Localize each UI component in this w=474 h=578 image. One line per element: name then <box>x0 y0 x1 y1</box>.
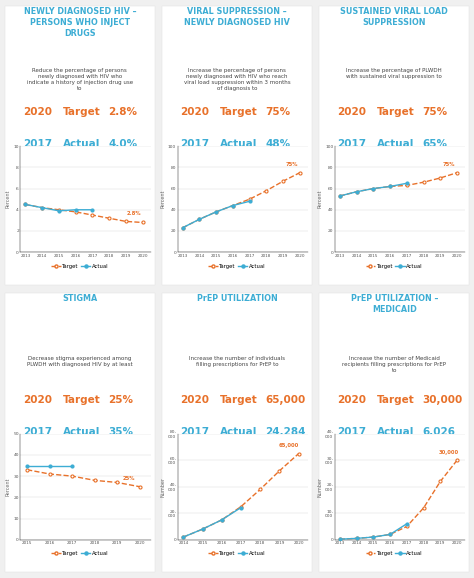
Text: 2020: 2020 <box>23 107 52 117</box>
Text: 2017: 2017 <box>180 427 209 437</box>
Text: Actual: Actual <box>63 427 100 437</box>
Text: 75%: 75% <box>285 162 298 168</box>
Legend: Target, Actual: Target, Actual <box>49 549 110 558</box>
Text: VIRAL SUPPRESSION –
NEWLY DIAGNOSED HIV: VIRAL SUPPRESSION – NEWLY DIAGNOSED HIV <box>184 7 290 27</box>
Text: 2020: 2020 <box>180 107 209 117</box>
Text: 65,000: 65,000 <box>279 443 299 449</box>
Text: 2017: 2017 <box>337 139 366 149</box>
Text: Increase the percentage of PLWDH
with sustained viral suppression to: Increase the percentage of PLWDH with su… <box>346 68 442 79</box>
Text: Reduce the percentage of persons
newly diagnosed with HIV who
indicate a history: Reduce the percentage of persons newly d… <box>27 68 133 91</box>
Text: Actual: Actual <box>377 427 414 437</box>
Text: 2020: 2020 <box>337 395 366 405</box>
Text: Target: Target <box>377 395 415 405</box>
Text: 2.8%: 2.8% <box>108 107 137 117</box>
Legend: Target, Actual: Target, Actual <box>364 261 425 271</box>
Legend: Target, Actual: Target, Actual <box>364 549 425 558</box>
Text: Actual: Actual <box>63 139 100 149</box>
Text: Increase the percentage of persons
newly diagnosed with HIV who reach
viral load: Increase the percentage of persons newly… <box>184 68 290 91</box>
Text: 25%: 25% <box>108 395 133 405</box>
Y-axis label: Percent: Percent <box>6 190 11 209</box>
Text: 75%: 75% <box>442 162 455 168</box>
Text: 75%: 75% <box>423 107 448 117</box>
Text: 30,000: 30,000 <box>438 450 459 455</box>
Text: Decrease stigma experienced among
PLWDH with diagnosed HIV by at least: Decrease stigma experienced among PLWDH … <box>27 355 133 366</box>
Y-axis label: Number: Number <box>318 477 322 497</box>
Text: 35%: 35% <box>108 427 133 437</box>
Text: STIGMA: STIGMA <box>62 294 98 303</box>
Text: 75%: 75% <box>265 107 291 117</box>
Text: 65,000: 65,000 <box>265 395 306 405</box>
Y-axis label: Number: Number <box>160 477 165 497</box>
Text: 2017: 2017 <box>337 427 366 437</box>
Text: 2020: 2020 <box>337 107 366 117</box>
Text: 2017: 2017 <box>23 139 52 149</box>
Text: Actual: Actual <box>220 139 257 149</box>
Legend: Target, Actual: Target, Actual <box>206 261 268 271</box>
Y-axis label: Percent: Percent <box>160 190 165 209</box>
Text: 2020: 2020 <box>23 395 52 405</box>
Text: 25%: 25% <box>122 476 135 481</box>
Text: 30,000: 30,000 <box>423 395 463 405</box>
Text: 4.0%: 4.0% <box>108 139 137 149</box>
Text: PrEP UTILIZATION: PrEP UTILIZATION <box>197 294 277 303</box>
Text: 6,026: 6,026 <box>423 427 456 437</box>
Text: 48%: 48% <box>265 139 291 149</box>
Text: Target: Target <box>220 107 258 117</box>
Text: 24,284: 24,284 <box>265 427 306 437</box>
Text: Target: Target <box>377 107 415 117</box>
Text: 2020: 2020 <box>180 395 209 405</box>
Text: 2017: 2017 <box>23 427 52 437</box>
Y-axis label: Percent: Percent <box>6 477 10 496</box>
Text: Target: Target <box>63 395 100 405</box>
Legend: Target, Actual: Target, Actual <box>206 549 268 558</box>
Text: Actual: Actual <box>220 427 257 437</box>
Text: 65%: 65% <box>423 139 448 149</box>
Text: 2017: 2017 <box>180 139 209 149</box>
Text: NEWLY DIAGNOSED HIV –
PERSONS WHO INJECT
DRUGS: NEWLY DIAGNOSED HIV – PERSONS WHO INJECT… <box>24 7 136 38</box>
Text: Increase the number of Medicaid
recipients filling prescriptions for PrEP
to: Increase the number of Medicaid recipien… <box>342 355 446 373</box>
Text: Actual: Actual <box>377 139 414 149</box>
Text: Target: Target <box>220 395 258 405</box>
Y-axis label: Percent: Percent <box>318 190 322 209</box>
Text: Increase the number of individuals
filling prescriptions for PrEP to: Increase the number of individuals filli… <box>189 355 285 366</box>
Text: 2.8%: 2.8% <box>127 211 142 216</box>
Text: SUSTAINED VIRAL LOAD
SUPPRESSION: SUSTAINED VIRAL LOAD SUPPRESSION <box>340 7 448 27</box>
Text: Target: Target <box>63 107 100 117</box>
Text: PrEP UTILIZATION –
MEDICAID: PrEP UTILIZATION – MEDICAID <box>350 294 438 314</box>
Legend: Target, Actual: Target, Actual <box>49 261 110 271</box>
